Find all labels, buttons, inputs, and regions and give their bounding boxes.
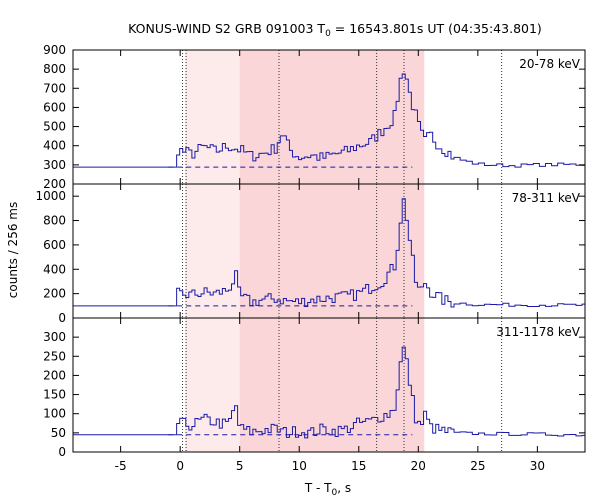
y-tick-label: 200 — [43, 368, 66, 382]
y-tick-label: 500 — [43, 120, 66, 134]
panel-frame — [72, 317, 586, 453]
y-tick-label: 0 — [58, 445, 66, 459]
y-tick-label: 200 — [43, 177, 66, 191]
energy-band-label: 78-311 keV — [512, 191, 581, 205]
x-tick-label: 10 — [292, 459, 307, 473]
panel-2: 0 200 400 600 800 1000 78-311 keV — [35, 183, 586, 325]
chart-title: KONUS-WIND S2 GRB 091003 T0 = 16543.801s… — [128, 21, 542, 39]
y-tick-label: 1000 — [35, 189, 66, 203]
y-tick-label: 200 — [43, 287, 66, 301]
y-tick-label: 600 — [43, 238, 66, 252]
y-tick-label: 0 — [58, 311, 66, 325]
highlight-region-2 — [239, 184, 425, 318]
panel-3: 0 50 100 150 200 250 300 311-1178 keV — [43, 317, 586, 459]
highlight-region-1 — [184, 50, 240, 184]
y-tick-label: 400 — [43, 262, 66, 276]
y-tick-label: 300 — [43, 330, 66, 344]
x-tick-label: 25 — [470, 459, 485, 473]
x-axis-label: T - T0, s — [304, 481, 351, 498]
highlight-region-1 — [184, 184, 240, 318]
light-curve — [73, 73, 585, 168]
y-tick-label: 150 — [43, 388, 66, 402]
light-curve — [73, 346, 585, 439]
x-tick-label: 30 — [530, 459, 545, 473]
light-curve — [73, 198, 585, 308]
energy-band-label: 20-78 keV — [519, 57, 581, 71]
y-tick-label: 900 — [43, 43, 66, 57]
x-tick-label: 0 — [176, 459, 184, 473]
energy-band-label: 311-1178 keV — [496, 325, 580, 339]
y-axis-label: counts / 256 ms — [6, 202, 20, 298]
x-tick-label: -5 — [115, 459, 127, 473]
y-tick-label: 250 — [43, 349, 66, 363]
highlight-region-2 — [239, 50, 425, 184]
x-tick-label: 20 — [411, 459, 426, 473]
y-tick-label: 700 — [43, 81, 66, 95]
y-tick-label: 300 — [43, 158, 66, 172]
y-tick-label: 800 — [43, 62, 66, 76]
y-tick-label: 800 — [43, 214, 66, 228]
y-tick-label: 50 — [51, 426, 66, 440]
x-tick-label: 5 — [236, 459, 244, 473]
y-tick-label: 400 — [43, 139, 66, 153]
panel-1: 200 300 400 500 600 700 800 900 20-78 keV — [43, 43, 586, 191]
highlight-region-1 — [184, 318, 240, 452]
y-tick-label: 100 — [43, 407, 66, 421]
y-tick-label: 600 — [43, 100, 66, 114]
x-tick-label: 15 — [351, 459, 366, 473]
